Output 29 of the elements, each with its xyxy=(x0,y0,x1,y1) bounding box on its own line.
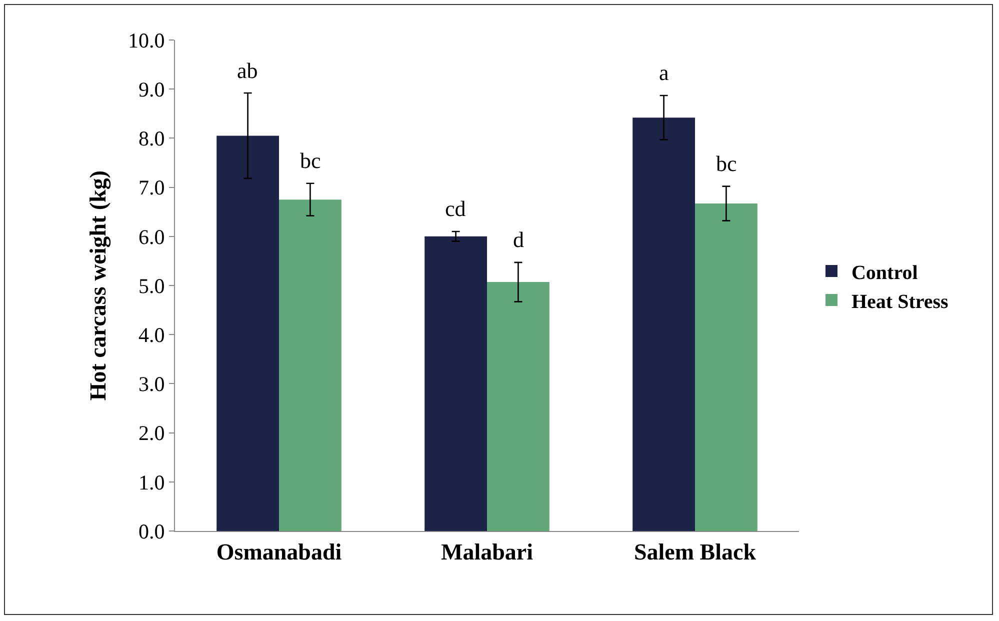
data-label: a xyxy=(659,60,669,85)
y-tick-label: 2.0 xyxy=(138,421,165,446)
data-label: bc xyxy=(300,148,321,173)
x-tick-label: Osmanabadi xyxy=(216,540,342,565)
bar xyxy=(216,136,279,531)
legend-label: Heat Stress xyxy=(851,290,949,313)
y-tick-label: 4.0 xyxy=(138,322,165,347)
y-tick-label: 5.0 xyxy=(138,274,165,298)
x-tick-label: Malabari xyxy=(441,540,534,565)
bar xyxy=(279,200,342,531)
y-tick-label: 9.0 xyxy=(138,77,165,102)
data-label: ab xyxy=(237,58,258,83)
y-tick-label: 3.0 xyxy=(138,372,165,396)
data-label: d xyxy=(513,227,524,252)
y-tick-label: 1.0 xyxy=(138,470,165,494)
y-axis-title: Hot carcass weight (kg) xyxy=(86,170,112,401)
bar xyxy=(424,236,487,531)
x-tick-label: Salem Black xyxy=(634,540,756,565)
data-label: cd xyxy=(445,196,466,221)
y-tick-label: 6.0 xyxy=(138,224,165,249)
legend-label: Control xyxy=(851,262,918,284)
y-tick-label: 0.0 xyxy=(138,519,165,544)
bar xyxy=(695,204,758,531)
bar xyxy=(487,282,550,531)
y-tick-label: 10.0 xyxy=(128,28,165,52)
y-tick-label: 8.0 xyxy=(138,126,165,151)
data-label: bc xyxy=(716,151,737,176)
bar xyxy=(632,118,695,531)
y-tick-label: 7.0 xyxy=(138,176,165,200)
